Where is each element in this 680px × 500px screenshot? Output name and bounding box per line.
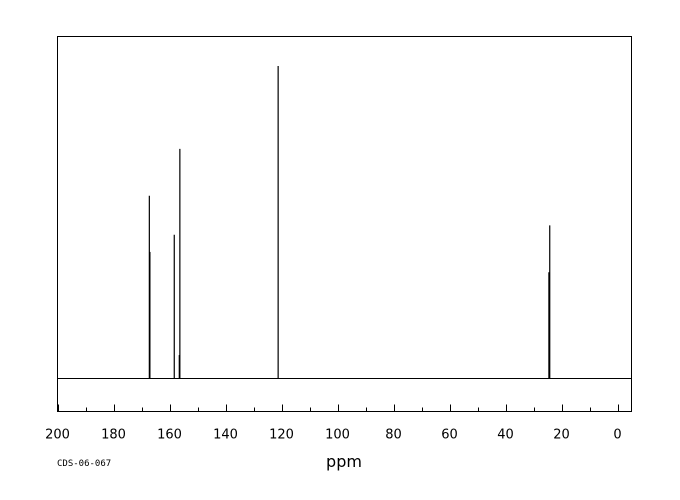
x-tick-label: 200 [45,428,70,443]
x-tick-label: 60 [441,428,458,443]
peak-series [148,66,551,379]
x-tick-label: 40 [497,428,514,443]
x-tick-label: 120 [269,428,294,443]
x-tick-label: 100 [325,428,350,443]
sample-id-footnote: CDS-06-067 [57,459,111,469]
x-axis-title: ppm [326,452,362,471]
plot-frame [57,36,632,412]
x-tick-label: 0 [613,428,621,443]
x-tick-label: 160 [157,428,182,443]
x-tick-label: 80 [385,428,402,443]
x-axis-ticks [58,404,619,412]
x-tick-label: 20 [553,428,570,443]
x-axis-tick-labels: 200 180 160 140 120 100 80 60 40 20 0 [45,428,622,443]
x-tick-label: 180 [101,428,126,443]
x-tick-label: 140 [213,428,238,443]
